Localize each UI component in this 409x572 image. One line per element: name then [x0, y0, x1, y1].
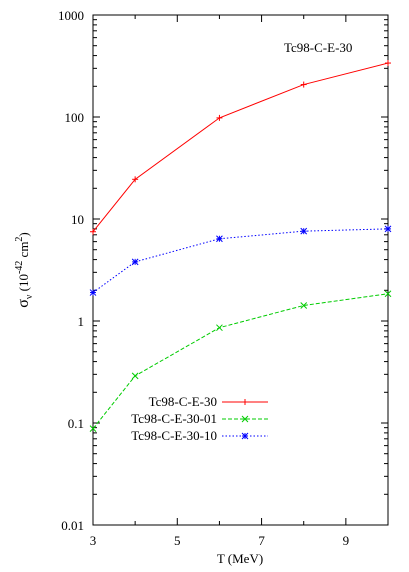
legend-label: Tc98-C-E-30-01: [131, 411, 217, 426]
series-line-3: [92, 228, 389, 293]
legend-marker: [242, 399, 248, 405]
legend-marker: [241, 432, 249, 440]
ticks: 3 5 7 9 0.01 0.1 1 10 100 1000: [58, 8, 389, 548]
plot-frame: [92, 14, 389, 526]
y-tick-label: 0.1: [68, 416, 84, 431]
legend: Tc98-C-E-30 Tc98-C-E-30-01 Tc98-C-E-30-10: [131, 394, 268, 443]
y-tick-label: 100: [65, 110, 85, 125]
y-axis-label-sigma: σ: [15, 299, 32, 308]
y-axis-label-exp1: -42: [14, 261, 25, 274]
y-axis-label-close: ): [16, 232, 31, 236]
markers: [89, 60, 392, 433]
data-point: [216, 114, 223, 121]
data-point: [300, 227, 308, 235]
y-tick-label: 0.01: [61, 518, 84, 533]
data-point: [300, 81, 307, 88]
y-tick-label: 10: [71, 212, 84, 227]
y-axis-label-rest: (10: [16, 274, 31, 295]
series-line-2: [92, 293, 389, 429]
data-point: [216, 235, 223, 243]
legend-label: Tc98-C-E-30-10: [131, 428, 217, 443]
y-axis-label-nu: ν: [24, 294, 35, 299]
x-tick-label: 7: [258, 533, 265, 548]
data-point: [216, 324, 223, 332]
legend-marker: [241, 415, 249, 423]
data-point: [131, 258, 139, 266]
data-point: [90, 228, 96, 235]
legend-label: Tc98-C-E-30: [149, 394, 217, 409]
x-tick-label: 5: [174, 533, 181, 548]
data-point: [385, 60, 391, 67]
y-tick-label: 1: [78, 314, 85, 329]
y-axis-label-exp2: 2: [14, 237, 25, 242]
data-point: [300, 302, 308, 309]
y-axis-label-unit: cm: [16, 242, 31, 261]
x-tick-label: 3: [90, 533, 97, 548]
series-line-1: [92, 62, 389, 233]
data-point: [89, 289, 97, 296]
annotation-label: Tc98-C-E-30: [284, 40, 352, 55]
data-point: [131, 372, 139, 380]
y-axis-label: σν (10-42 cm2): [14, 232, 35, 308]
data-point: [384, 225, 392, 233]
x-tick-label: 9: [343, 533, 350, 548]
data-point: [132, 176, 139, 183]
data-point: [384, 290, 392, 298]
data-point: [89, 425, 97, 433]
y-tick-label: 1000: [58, 8, 84, 23]
x-axis-label: T (MeV): [217, 551, 263, 566]
